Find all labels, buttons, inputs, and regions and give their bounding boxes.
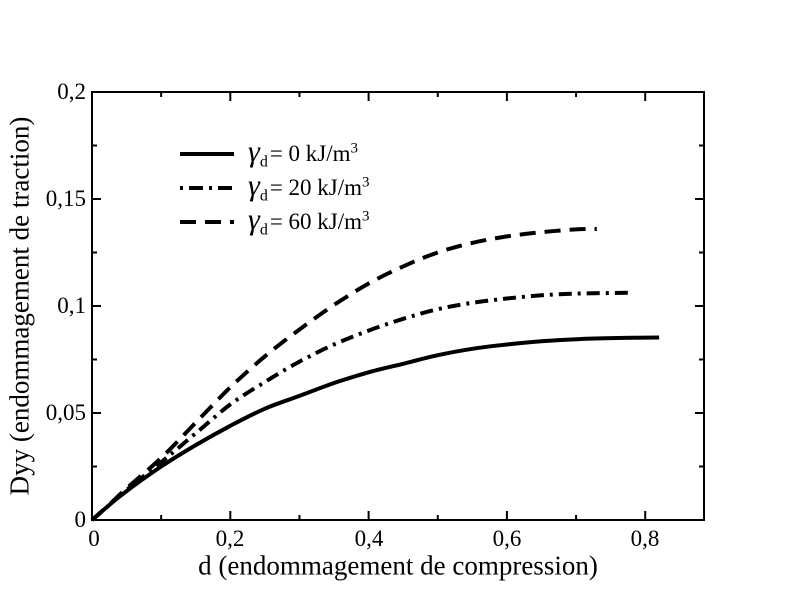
legend-item-gamma-20: γd= 20 kJ/m3	[178, 168, 370, 205]
legend-label: γd= 60 kJ/m3	[248, 202, 370, 239]
curve-gamma-20	[90, 290, 632, 522]
y-tick-label-0.05: 0,05	[45, 400, 86, 425]
legend-line-solid	[180, 152, 234, 156]
curve-gamma-60	[90, 226, 597, 522]
legend-item-gamma-60: γd= 60 kJ/m3	[178, 202, 370, 239]
legend-line-dashdot	[180, 186, 234, 190]
legend-item-gamma-0: γd= 0 kJ/m3	[178, 134, 359, 171]
y-tick-label-0: 0	[74, 507, 87, 532]
legend-label: γd= 20 kJ/m3	[248, 168, 370, 205]
y-tick-label-0.2: 0,2	[57, 79, 86, 104]
y-axis-title: Dyy (endommagement de traction)	[4, 116, 35, 496]
y-tick-label-0.15: 0,15	[45, 186, 86, 211]
y-tick-label-0.1: 0,1	[57, 293, 86, 318]
legend-line-dashed	[180, 220, 234, 224]
curve-gamma-0	[90, 335, 660, 522]
x-axis-title: d (endommagement de compression)	[198, 550, 598, 581]
axis-ticks	[91, 91, 704, 521]
x-tick-label-0.4: 0,4	[354, 526, 384, 551]
x-tick-label-0: 0	[88, 526, 100, 551]
legend-label: γd= 0 kJ/m3	[248, 134, 359, 171]
x-tick-label-0.6: 0,6	[492, 526, 522, 551]
x-tick-label-0.8: 0,8	[630, 526, 660, 551]
x-tick-label-0.2: 0,2	[215, 526, 245, 551]
curves	[90, 226, 660, 522]
